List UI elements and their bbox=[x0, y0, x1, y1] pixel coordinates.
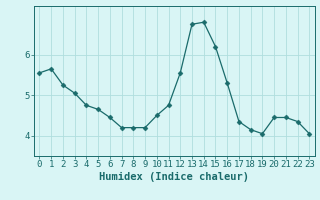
X-axis label: Humidex (Indice chaleur): Humidex (Indice chaleur) bbox=[100, 172, 249, 182]
